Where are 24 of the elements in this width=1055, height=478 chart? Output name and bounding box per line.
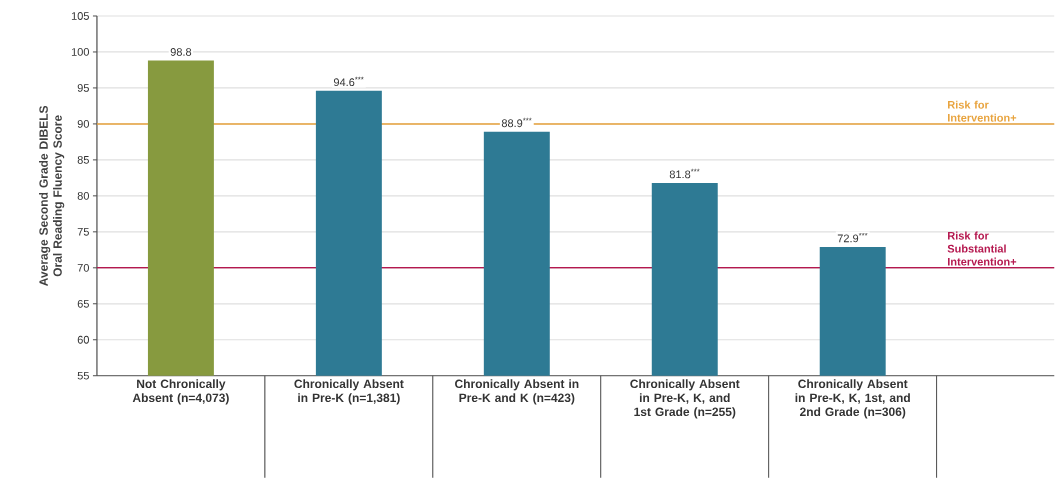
y-tick-label: 105 [71,11,89,20]
y-tick-label: 55 [77,371,89,380]
y-tick-label: 100 [71,47,89,56]
y-tick-label: 95 [77,83,89,92]
data-label: 81.8$^{***}$ [669,168,700,179]
y-tick-label: 75 [77,227,89,236]
y-tick-label: 60 [77,335,89,344]
ref-line-label: Risk for Substantial Intervention+ [947,231,1017,266]
x-tick-label: Chronically Absent in Pre-K (n=1,381) [294,379,404,405]
data-label: 72.9$^{***}$ [837,232,868,243]
y-tick-label: 80 [77,191,89,200]
y-tick-label: 85 [77,155,89,164]
x-tick-label: Chronically Absent in Pre-K, K, 1st, and 2nd Grade (n=306) [795,379,910,419]
y-tick-label: 70 [77,263,89,272]
y-tick-label: 90 [77,119,89,128]
ref-line-label: Risk for Intervention+ [948,100,1017,122]
x-tick-label: Chronically Absent in Pre-K and K (n=423) [455,379,579,405]
y-tick-label: 65 [77,299,89,308]
x-tick-label: Not Chronically Absent (n=4,073) [132,379,229,405]
x-tick-label: Chronically Absent in Pre-K, K, and 1st Grade (n=255) [630,379,740,419]
y-axis-title: Average Second Grade DIBELS Oral Reading Fluency Score [39,105,65,286]
data-label: 98.8 [170,47,192,56]
data-label: 88.9$^{***}$ [501,117,532,128]
data-label: 94.6$^{***}$ [333,76,364,86]
